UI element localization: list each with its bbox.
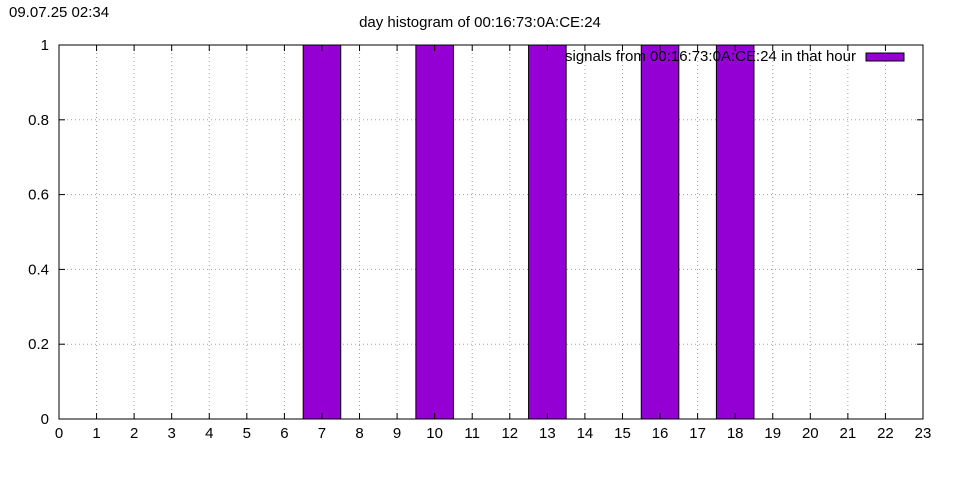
x-tick-label: 4 (205, 425, 213, 442)
y-tick-label: 0.8 (28, 112, 49, 129)
chart-title: day histogram of 00:16:73:0A:CE:24 (359, 14, 601, 31)
y-tick-labels: 0 0.2 0.4 0.6 0.8 1 (28, 37, 49, 428)
bar-hour-18 (715, 44, 755, 420)
x-tick-label: 2 (130, 425, 138, 442)
x-tick-label: 20 (802, 425, 819, 442)
y-tick-label: 0 (41, 411, 49, 428)
y-tick-label: 1 (41, 37, 49, 54)
bar-hour-10 (415, 44, 454, 420)
x-tick-label: 9 (393, 425, 401, 442)
axes (58, 44, 924, 420)
x-tick-label: 17 (689, 425, 706, 442)
legend-swatch (865, 52, 905, 62)
x-tick-labels: 0 1 2 3 4 5 6 7 8 9 10 11 12 13 14 15 16 17 18 19 20 21 22 23 (55, 425, 932, 442)
x-tick-label: 18 (727, 425, 744, 442)
x-tick-label: 0 (55, 425, 63, 442)
x-tick-label: 7 (318, 425, 326, 442)
x-tick-label: 1 (92, 425, 100, 442)
x-tick-label: 13 (539, 425, 556, 442)
x-tick-label: 14 (577, 425, 594, 442)
bar-hour-13 (528, 44, 567, 420)
y-tick-label: 0.6 (28, 187, 49, 204)
timestamp: 09.07.25 02:34 (9, 4, 110, 21)
y-tick-label: 0.2 (28, 336, 49, 353)
bar-hour-7 (302, 44, 342, 420)
legend-label: signals from 00:16:73:0A:CE:24 in that h… (565, 48, 856, 65)
x-tick-label: 10 (426, 425, 443, 442)
x-tick-label: 19 (764, 425, 781, 442)
x-tick-label: 15 (614, 425, 631, 442)
bar-hour-16 (640, 44, 680, 420)
x-tick-label: 6 (280, 425, 288, 442)
x-tick-label: 21 (840, 425, 857, 442)
x-tick-label: 12 (501, 425, 518, 442)
plot-frame (58, 44, 924, 420)
x-tick-label: 8 (355, 425, 363, 442)
x-tick-label: 16 (652, 425, 669, 442)
y-tick-label: 0.4 (28, 261, 49, 278)
x-tick-label: 23 (915, 425, 932, 442)
grid-lines (59, 45, 923, 419)
x-tick-label: 11 (464, 425, 480, 442)
bars (302, 44, 755, 420)
x-tick-label: 5 (243, 425, 251, 442)
x-tick-label: 3 (168, 425, 176, 442)
x-tick-label: 22 (877, 425, 894, 442)
